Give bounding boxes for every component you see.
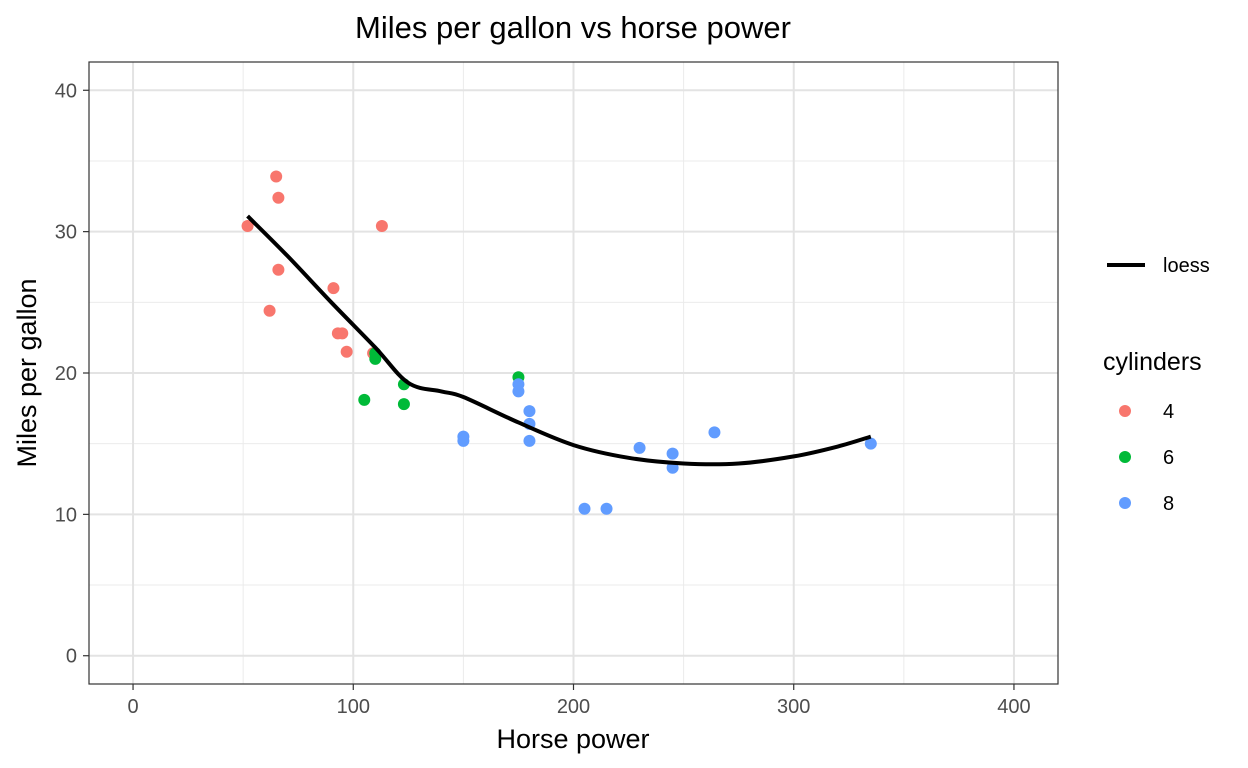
data-point-cyl-8 — [633, 441, 646, 454]
legend-key-6 — [1119, 451, 1131, 463]
data-point-cyl-8 — [512, 385, 525, 398]
legend-loess-label: loess — [1163, 255, 1210, 277]
data-point-cyl-4 — [263, 304, 276, 317]
legend-label-8: 8 — [1163, 493, 1174, 515]
y-tick-label: 0 — [66, 646, 77, 668]
chart-title: Miles per gallon vs horse power — [355, 10, 791, 45]
x-axis-title: Horse power — [496, 724, 649, 754]
loess-line — [246, 214, 872, 467]
data-point-cyl-8 — [666, 447, 679, 460]
data-point-cyl-4 — [340, 345, 353, 358]
data-point-cyl-8 — [523, 434, 536, 447]
x-tick-label: 300 — [777, 696, 810, 718]
y-tick-label: 30 — [55, 222, 77, 244]
y-tick-label: 20 — [55, 363, 77, 385]
x-tick-label: 400 — [997, 696, 1030, 718]
data-point-cyl-6 — [397, 398, 410, 411]
data-point-cyl-8 — [864, 437, 877, 450]
data-point-cyl-8 — [708, 426, 721, 439]
y-tick-label: 40 — [55, 80, 77, 102]
data-point-cyl-4 — [270, 170, 283, 183]
data-point-cyl-8 — [523, 405, 536, 418]
data-point-cyl-4 — [241, 219, 254, 232]
data-point-cyl-8 — [457, 434, 470, 447]
plot-panel: 0 100 200 300 400 0 10 20 30 40 — [55, 61, 1059, 718]
legend-title: cylinders — [1103, 348, 1202, 376]
x-tick-label: 200 — [557, 696, 590, 718]
data-point-cyl-8 — [600, 502, 613, 515]
data-point-cyl-8 — [578, 502, 591, 515]
data-point-cyl-4 — [336, 327, 349, 340]
x-tick-label: 0 — [127, 696, 138, 718]
legend-label-6: 6 — [1163, 447, 1174, 469]
legend: loess cylinders 4 6 8 — [1103, 255, 1210, 515]
data-point-cyl-6 — [358, 393, 371, 406]
legend-key-8 — [1119, 497, 1131, 509]
legend-label-4: 4 — [1163, 401, 1174, 423]
y-axis-title: Miles per gallon — [12, 278, 42, 467]
data-point-cyl-4 — [327, 282, 340, 295]
data-point-cyl-4 — [272, 191, 285, 204]
legend-key-4 — [1119, 405, 1131, 417]
y-tick-label: 10 — [55, 504, 77, 526]
data-point-cyl-4 — [272, 263, 285, 276]
data-point-cyl-4 — [375, 219, 388, 232]
x-tick-label: 100 — [337, 696, 370, 718]
